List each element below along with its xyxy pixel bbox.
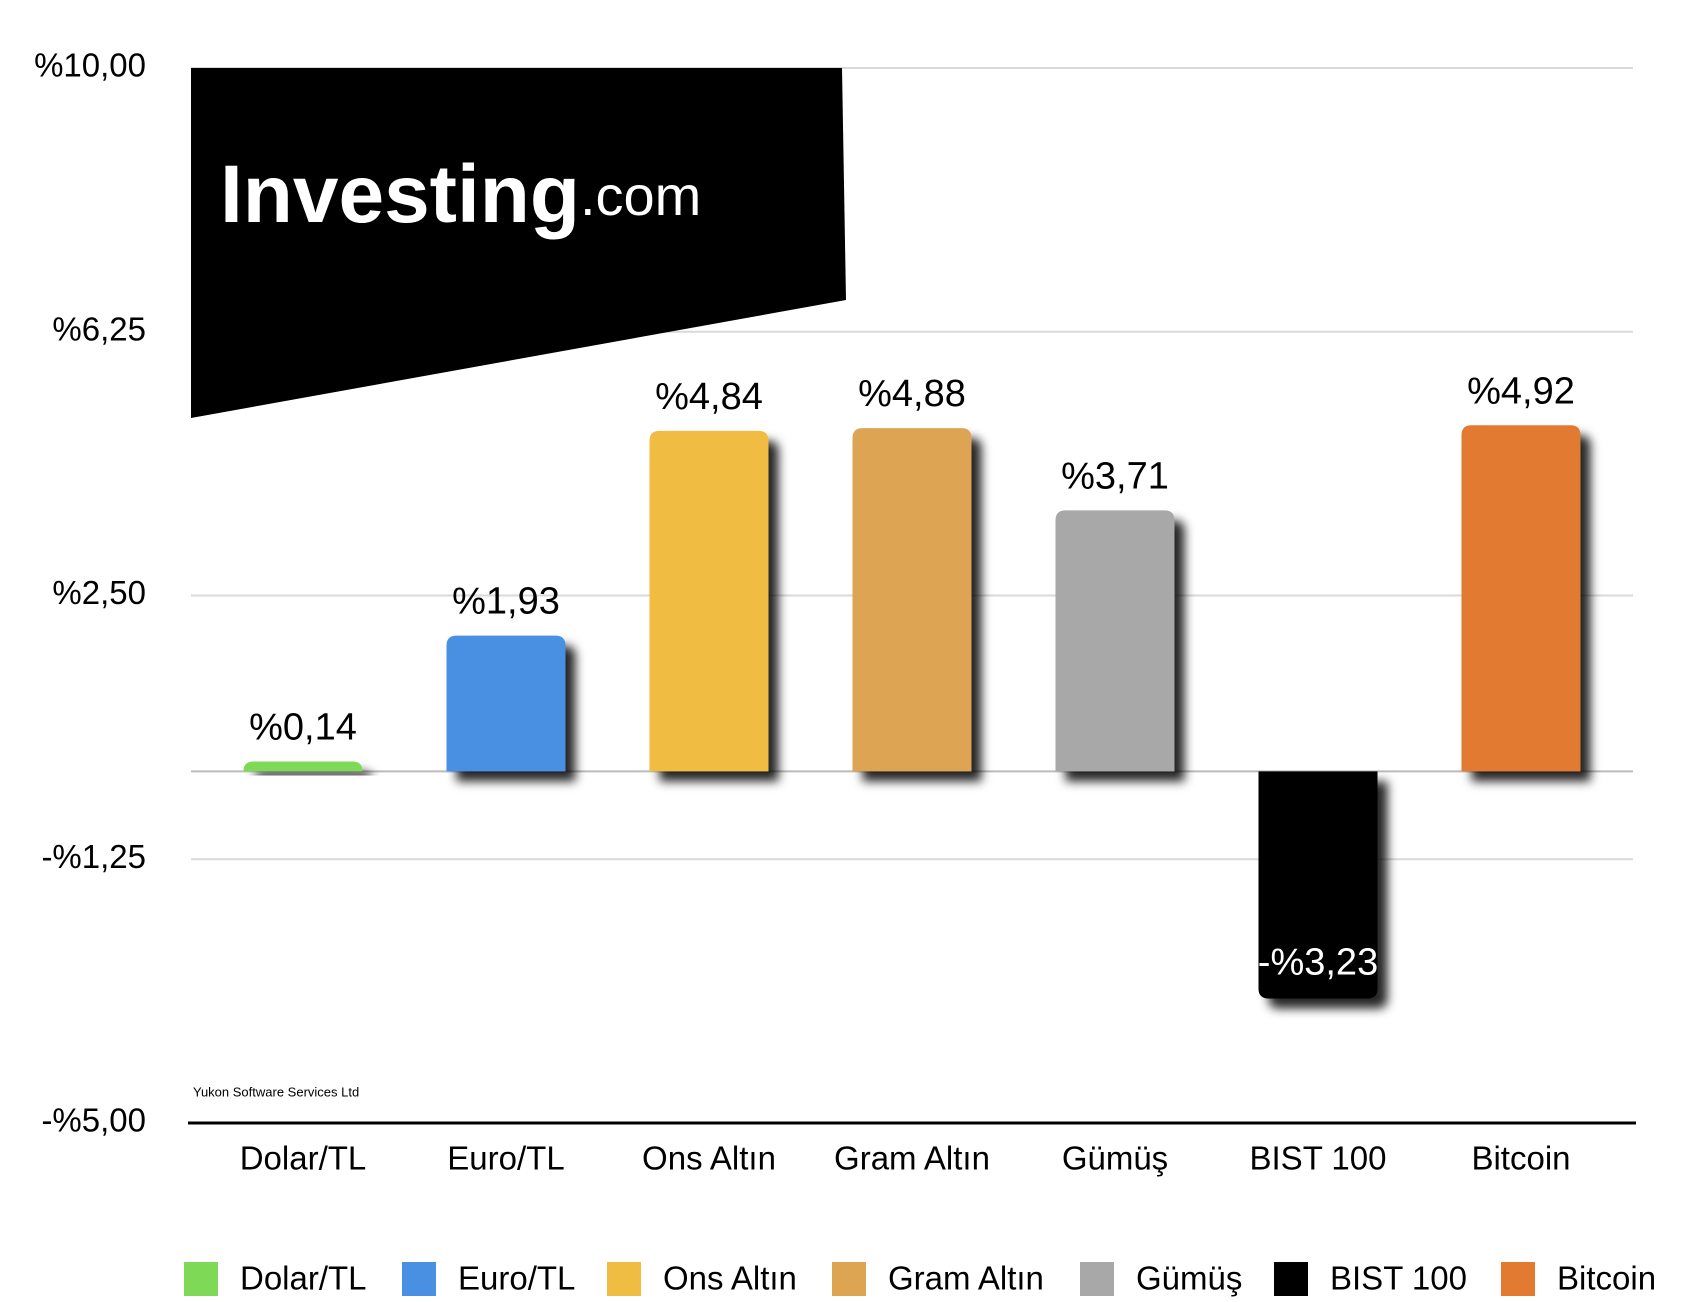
y-tick-label: -%1,25: [41, 838, 146, 875]
y-tick-label: %2,50: [52, 574, 146, 611]
value-label: -%3,23: [1258, 942, 1378, 984]
value-label: %3,71: [1061, 455, 1169, 497]
legend-swatch: [184, 1262, 218, 1296]
credit: Yukon Software Services Ltd: [193, 1084, 359, 1099]
legend-label: Gram Altın: [888, 1260, 1044, 1297]
legend-label: Ons Altın: [663, 1260, 797, 1297]
bar: [446, 635, 566, 772]
logo-background: [191, 68, 846, 418]
legend-swatch: [402, 1262, 436, 1296]
logo-suffix: .com: [580, 164, 701, 227]
legend-swatch: [1274, 1262, 1308, 1296]
value-label: %4,92: [1467, 370, 1575, 412]
x-tick-label: BIST 100: [1250, 1140, 1387, 1177]
logo-name: Investing: [220, 149, 580, 240]
legend-swatch: [1501, 1262, 1535, 1296]
x-tick-label: Euro/TL: [447, 1140, 564, 1177]
legend-label: Dolar/TL: [240, 1260, 367, 1297]
logo: Investing.com: [220, 149, 701, 240]
y-tick-label: -%5,00: [41, 1102, 146, 1139]
bar: [1055, 510, 1175, 772]
bar: [1461, 425, 1581, 772]
x-tick-label: Gram Altın: [834, 1140, 990, 1177]
x-tick-label: Gümüş: [1062, 1140, 1168, 1177]
value-label: %0,14: [249, 707, 357, 749]
value-label: %4,88: [858, 373, 966, 415]
bar: [243, 761, 363, 772]
legend-label: Bitcoin: [1557, 1260, 1656, 1297]
bar: [1258, 771, 1378, 999]
bar: [852, 428, 972, 772]
y-tick-label: %6,25: [52, 310, 146, 347]
value-label: %1,93: [452, 581, 560, 623]
value-label: %4,84: [655, 376, 763, 418]
y-tick-label: %10,00: [34, 47, 146, 84]
x-tick-label: Ons Altın: [642, 1140, 776, 1177]
bar: [649, 430, 769, 772]
legend-swatch: [607, 1262, 641, 1296]
x-tick-label: Bitcoin: [1471, 1140, 1570, 1177]
legend-label: BIST 100: [1330, 1260, 1467, 1297]
legend-label: Euro/TL: [458, 1260, 575, 1297]
legend-swatch: [1080, 1262, 1114, 1296]
x-tick-label: Dolar/TL: [240, 1140, 367, 1177]
legend-label: Gümüş: [1136, 1260, 1242, 1297]
legend-swatch: [832, 1262, 866, 1296]
